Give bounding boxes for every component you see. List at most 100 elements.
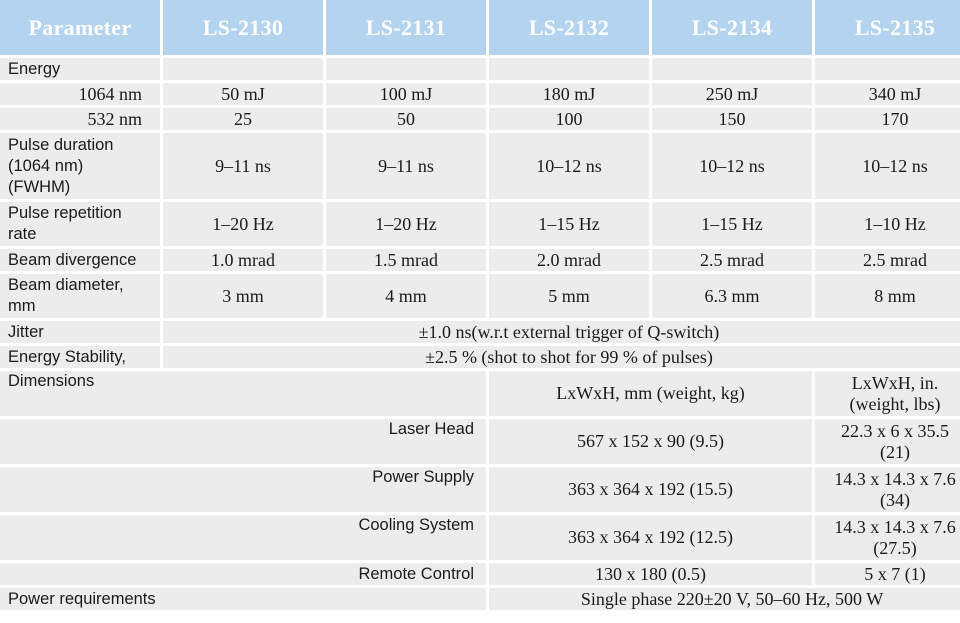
label-line: mm — [8, 297, 36, 315]
value-cell: 5 x 7 (1) — [815, 563, 960, 585]
value-cell: 9–11 ns — [163, 133, 323, 199]
value-cell: 1–15 Hz — [489, 202, 649, 246]
value-cell: 10–12 ns — [652, 133, 812, 199]
table-row: Dimensions LxWxH, mm (weight, kg) LxWxH,… — [0, 371, 960, 416]
value-cell: 1.5 mrad — [326, 249, 486, 271]
table-row: Pulse duration (1064 nm) (FWHM) 9–11 ns … — [0, 133, 960, 199]
row-label: Pulse repetition rate — [0, 202, 160, 246]
value-cell: 100 — [489, 108, 649, 130]
table-row: 532 nm 25 50 100 150 170 — [0, 108, 960, 130]
row-label: Power requirements — [0, 588, 486, 610]
value-cell: 50 — [326, 108, 486, 130]
row-label: Beam divergence — [0, 249, 160, 271]
header-model: LS-2130 — [163, 0, 323, 55]
table-row: Cooling System 363 x 364 x 192 (12.5) 14… — [0, 515, 960, 560]
label-line: Pulse duration — [8, 135, 114, 154]
value-line: 14.3 x 14.3 x 7.6 — [834, 468, 956, 489]
label-line: (1064 nm) — [8, 156, 84, 175]
value-line: 14.3 x 14.3 x 7.6 — [834, 516, 956, 537]
row-label: Energy Stability, — [0, 346, 160, 368]
value-cell: 2.5 mrad — [652, 249, 812, 271]
row-label: Beam diameter, mm — [0, 274, 160, 318]
value-cell: 10–12 ns — [815, 133, 960, 199]
value-cell: 10–12 ns — [489, 133, 649, 199]
empty-cell — [163, 58, 323, 80]
value-cell: 567 x 152 x 90 (9.5) — [489, 419, 812, 464]
header-line: (weight, lbs) — [849, 393, 941, 414]
value-cell: 100 mJ — [326, 83, 486, 105]
header-model: LS-2135 — [815, 0, 960, 55]
value-cell: 9–11 ns — [326, 133, 486, 199]
dimensions-metric-header: LxWxH, mm (weight, kg) — [489, 371, 812, 416]
value-cell: 1–20 Hz — [163, 202, 323, 246]
row-label: Power Supply — [0, 467, 486, 512]
table-row: Laser Head 567 x 152 x 90 (9.5) 22.3 x 6… — [0, 419, 960, 464]
value-line: (34) — [880, 489, 910, 510]
table-row: 1064 nm 50 mJ 100 mJ 180 mJ 250 mJ 340 m… — [0, 83, 960, 105]
value-cell: ±1.0 ns(w.r.t external trigger of Q-swit… — [163, 321, 960, 343]
row-label: Cooling System — [0, 515, 486, 560]
value-cell: 250 mJ — [652, 83, 812, 105]
value-cell: 363 x 364 x 192 (15.5) — [489, 467, 812, 512]
value-cell: 170 — [815, 108, 960, 130]
table-row: Pulse repetition rate 1–20 Hz 1–20 Hz 1–… — [0, 202, 960, 246]
value-cell: 1.0 mrad — [163, 249, 323, 271]
label-line: (FWHM) — [8, 177, 71, 196]
label-line: Beam diameter, — [8, 276, 124, 294]
value-cell: 4 mm — [326, 274, 486, 318]
table-row: Power Supply 363 x 364 x 192 (15.5) 14.3… — [0, 467, 960, 512]
table-row: Power requirements Single phase 220±20 V… — [0, 588, 960, 610]
value-cell: 180 mJ — [489, 83, 649, 105]
value-cell: 340 mJ — [815, 83, 960, 105]
value-line: (27.5) — [873, 537, 917, 558]
row-label: Pulse duration (1064 nm) (FWHM) — [0, 133, 160, 199]
header-row: Parameter LS-2130 LS-2131 LS-2132 LS-213… — [0, 0, 960, 55]
value-cell: 50 mJ — [163, 83, 323, 105]
value-cell: ±2.5 % (shot to shot for 99 % of pulses) — [163, 346, 960, 368]
value-cell: 14.3 x 14.3 x 7.6 (34) — [815, 467, 960, 512]
value-cell: 2.5 mrad — [815, 249, 960, 271]
label-line: Pulse repetition — [8, 204, 122, 222]
value-cell: 1–10 Hz — [815, 202, 960, 246]
value-cell: 1–15 Hz — [652, 202, 812, 246]
value-cell: 150 — [652, 108, 812, 130]
table-row: Jitter ±1.0 ns(w.r.t external trigger of… — [0, 321, 960, 343]
label-line: rate — [8, 225, 37, 243]
value-cell: 25 — [163, 108, 323, 130]
table-row: Beam diameter, mm 3 mm 4 mm 5 mm 6.3 mm … — [0, 274, 960, 318]
row-label: Dimensions — [0, 371, 486, 416]
row-label: Remote Control — [0, 563, 486, 585]
value-cell: 14.3 x 14.3 x 7.6 (27.5) — [815, 515, 960, 560]
value-cell: 5 mm — [489, 274, 649, 318]
value-cell: 6.3 mm — [652, 274, 812, 318]
row-label: Jitter — [0, 321, 160, 343]
row-label: 532 nm — [0, 108, 160, 130]
header-line: LxWxH, in. — [851, 372, 939, 393]
value-line: (21) — [880, 441, 910, 462]
header-model: LS-2132 — [489, 0, 649, 55]
header-model: LS-2131 — [326, 0, 486, 55]
table-row: Remote Control 130 x 180 (0.5) 5 x 7 (1) — [0, 563, 960, 585]
value-cell: Single phase 220±20 V, 50–60 Hz, 500 W — [489, 588, 960, 610]
dimensions-imperial-header: LxWxH, in. (weight, lbs) — [815, 371, 960, 416]
empty-cell — [489, 58, 649, 80]
value-cell: 3 mm — [163, 274, 323, 318]
table-row: Energy Stability, ±2.5 % (shot to shot f… — [0, 346, 960, 368]
header-parameter: Parameter — [0, 0, 160, 55]
row-label: 1064 nm — [0, 83, 160, 105]
value-cell: 130 x 180 (0.5) — [489, 563, 812, 585]
empty-cell — [652, 58, 812, 80]
value-cell: 8 mm — [815, 274, 960, 318]
table-row: Energy — [0, 58, 960, 80]
row-label: Laser Head — [0, 419, 486, 464]
row-label: Energy — [0, 58, 160, 80]
value-line: 22.3 x 6 x 35.5 — [841, 420, 949, 441]
value-cell: 2.0 mrad — [489, 249, 649, 271]
value-cell: 363 x 364 x 192 (12.5) — [489, 515, 812, 560]
value-cell: 22.3 x 6 x 35.5 (21) — [815, 419, 960, 464]
empty-cell — [326, 58, 486, 80]
value-cell: 1–20 Hz — [326, 202, 486, 246]
header-model: LS-2134 — [652, 0, 812, 55]
empty-cell — [815, 58, 960, 80]
